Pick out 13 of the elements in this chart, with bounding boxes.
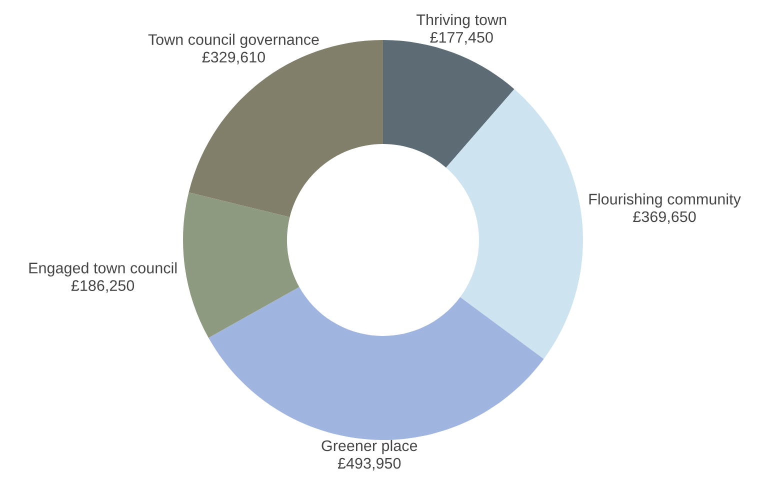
data-label: £369,650 <box>633 211 696 224</box>
slice-label: Town council governance <box>148 34 319 48</box>
slice-label: Thriving town <box>416 14 506 28</box>
data-label: £329,610 <box>202 52 265 64</box>
slice-label: Greener place <box>322 440 418 454</box>
slice-label: Flourishing community <box>589 193 741 208</box>
data-label: £177,450 <box>430 32 493 45</box>
data-label: £186,250 <box>71 280 134 293</box>
donut-slice <box>446 89 583 359</box>
slice-label: Engaged town council <box>29 262 177 276</box>
data-label: £493,950 <box>338 458 401 471</box>
donut-slice <box>208 286 544 440</box>
donut-slice <box>183 192 300 338</box>
